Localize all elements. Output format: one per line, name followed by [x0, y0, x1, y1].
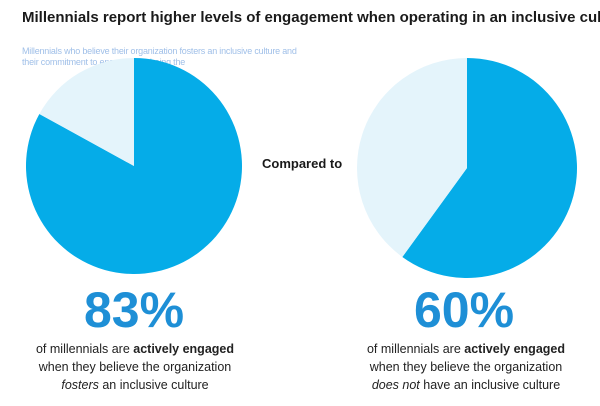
chart-title: Millennials report higher levels of enga…: [22, 9, 600, 26]
desc-right-line3: have an inclusive culture: [419, 378, 561, 392]
pie-slice-right-other: [357, 58, 467, 257]
desc-right-italic: does not: [371, 378, 420, 392]
desc-left-pre: of millennials are: [35, 342, 134, 356]
pie-chart-inclusive: [26, 58, 243, 274]
compared-label: Compared to: [262, 156, 343, 171]
description-right: of millennials are actively engaged when…: [316, 340, 600, 394]
faint-subtitle-line-2: their commitment to engagement being the: [22, 57, 186, 67]
pie-slice-left-engaged: [26, 58, 243, 274]
desc-left-bold: actively engaged: [133, 342, 234, 356]
pie-chart-not-inclusive: [357, 58, 577, 278]
desc-right-bold: actively engaged: [464, 342, 565, 356]
faint-subtitle-line-1: Millennials who believe their organizati…: [22, 46, 297, 56]
desc-right-line2: when they believe the organization: [369, 360, 563, 374]
percent-label-right: 60%: [413, 282, 515, 338]
desc-left-line3: an inclusive culture: [98, 378, 209, 392]
pie-slice-left-other: [39, 58, 134, 166]
pie-slice-right-engaged: [402, 58, 577, 278]
desc-right-pre: of millennials are: [366, 342, 465, 356]
description-left: of millennials are actively engaged when…: [0, 340, 285, 394]
desc-left-italic: fosters: [61, 378, 99, 392]
percent-label-left: 83%: [83, 282, 185, 338]
desc-left-line2: when they believe the organization: [38, 360, 232, 374]
